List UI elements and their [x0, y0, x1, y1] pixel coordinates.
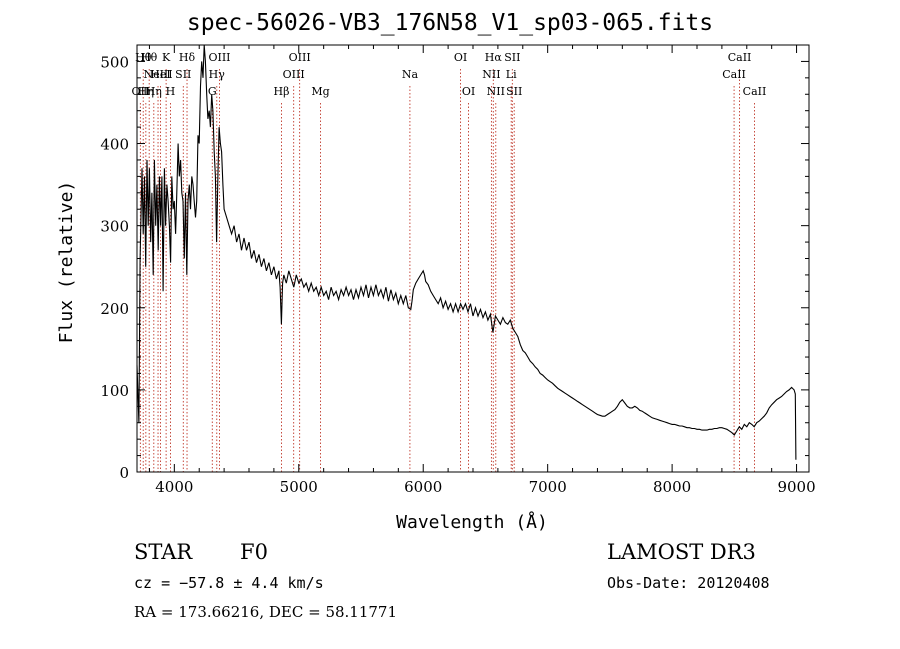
line-label: Hγ [209, 68, 226, 81]
line-label: NeIII [143, 68, 172, 81]
line-label: Hη [138, 85, 154, 98]
line-label: Hη [146, 85, 162, 98]
line-label: H [166, 85, 176, 98]
flux-series-line [136, 44, 797, 460]
line-label: OIII [208, 51, 230, 64]
y-tick-label: 200 [100, 300, 129, 318]
x-tick-label: 8000 [653, 478, 691, 496]
line-label: CaII [743, 85, 767, 98]
axis-ticks: 4000 5000 6000 7000 8000 9000 0 100 200 300 400 500 [100, 45, 816, 496]
object-subclass: F0 [240, 540, 268, 564]
chart-title: spec-56026-VB3_176N58_V1_sp03-065.fits [186, 10, 714, 36]
line-label: K [162, 51, 171, 64]
y-tick-label: 100 [100, 382, 129, 400]
line-label: SII [175, 68, 191, 81]
line-label: OI [462, 85, 475, 98]
line-label: Hθ [135, 51, 152, 64]
plot-frame [136, 44, 810, 473]
line-label: Mg [311, 85, 329, 98]
line-label: Hα [485, 51, 503, 64]
object-class: STAR [134, 540, 193, 564]
line-label: Hβ [274, 85, 290, 98]
line-label: NII [487, 85, 505, 98]
line-label: NII [482, 68, 500, 81]
y-tick-label: 400 [100, 136, 129, 154]
line-label: CaII [728, 51, 752, 64]
line-label: OIII [289, 51, 311, 64]
observation-date: Obs-Date: 20120408 [607, 574, 770, 592]
y-tick-label: 500 [100, 53, 129, 71]
x-tick-label: 7000 [529, 478, 567, 496]
line-label: HeI [150, 68, 170, 81]
x-tick-label: 6000 [404, 478, 442, 496]
x-tick-label: 9000 [777, 478, 815, 496]
line-label: Na [402, 68, 419, 81]
x-tick-label: 4000 [155, 478, 193, 496]
redshift-cz: cz = −57.8 ± 4.4 km/s [134, 574, 324, 592]
x-axis-label: Wavelength (Å) [396, 511, 548, 533]
y-tick-label: 0 [119, 464, 129, 482]
line-label: OII [132, 85, 150, 98]
coordinates: RA = 173.66216, DEC = 58.11771 [134, 603, 398, 621]
line-label: OI [454, 51, 467, 64]
line-label: SII [506, 85, 522, 98]
x-tick-label: 5000 [280, 478, 318, 496]
y-tick-label: 300 [100, 218, 129, 236]
line-label: Hδ [179, 51, 196, 64]
line-label: SII [504, 51, 520, 64]
line-label: OIII [283, 68, 305, 81]
line-label: Hθ [141, 51, 158, 64]
y-axis-label: Flux (relative) [56, 181, 77, 344]
survey-name: LAMOST DR3 [607, 540, 756, 564]
line-label: Li [506, 68, 517, 81]
line-label: CaII [722, 68, 746, 81]
axes-frame [136, 44, 810, 473]
line-label: G [208, 85, 217, 98]
emission-line-markers [139, 69, 755, 472]
